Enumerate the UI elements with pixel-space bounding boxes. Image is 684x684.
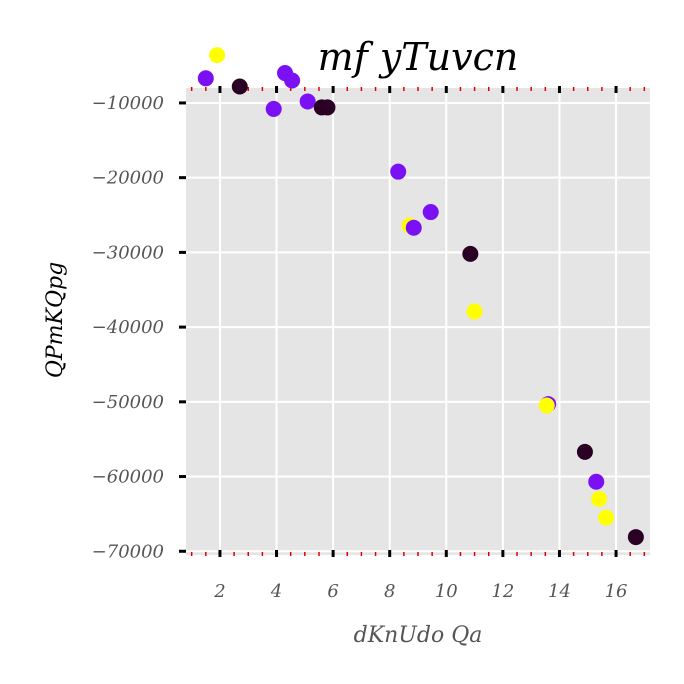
- scatter-point: [591, 490, 608, 507]
- scatter-point: [319, 99, 336, 116]
- axis-ticks: [179, 86, 646, 557]
- x-tick-labels: 2 4 6 8 10 12 14 16: [213, 581, 627, 602]
- chart-title: mf yTuvcn: [318, 35, 519, 79]
- scatter-point: [231, 78, 248, 95]
- y-tick-label: −40000: [92, 317, 164, 338]
- y-tick-labels: −10000 −20000 −30000 −40000 −50000 −60000 −700…: [92, 93, 164, 562]
- scatter-point: [299, 93, 316, 110]
- scatter-point: [209, 47, 226, 64]
- y-axis-label: QPmKQpg: [43, 262, 68, 378]
- scatter-point: [588, 473, 605, 490]
- x-tick-label: 4: [270, 581, 282, 602]
- scatter-point: [265, 100, 282, 117]
- scatter-point: [197, 70, 214, 87]
- x-tick-label: 10: [435, 581, 458, 602]
- x-tick-label: 6: [327, 581, 338, 602]
- x-tick-label: 16: [605, 581, 628, 602]
- scatter-point: [538, 397, 555, 414]
- scatter-point: [462, 245, 479, 262]
- x-tick-label: 12: [491, 581, 514, 602]
- scatter-point: [405, 219, 422, 236]
- scatter-point: [627, 529, 644, 546]
- y-tick-label: −20000: [92, 168, 164, 189]
- y-tick-label: −10000: [92, 93, 164, 114]
- plot-area: [186, 88, 650, 555]
- y-tick-label: −60000: [92, 467, 164, 488]
- y-tick-label: −50000: [92, 392, 164, 413]
- grid-lines: [186, 88, 650, 555]
- scatter-point: [466, 303, 483, 320]
- x-axis-label: dKnUdo Qa: [354, 623, 483, 648]
- y-tick-label: −70000: [92, 541, 164, 562]
- x-tick-label: 14: [548, 581, 571, 602]
- scatter-point: [576, 443, 593, 460]
- x-tick-label: 8: [384, 581, 395, 602]
- scatter-point: [284, 72, 301, 89]
- scatter-point: [422, 204, 439, 221]
- x-tick-label: 2: [213, 581, 225, 602]
- scatter-point: [598, 509, 615, 526]
- scatter-point: [390, 163, 407, 180]
- y-tick-label: −30000: [92, 242, 164, 263]
- data-points: [197, 47, 644, 546]
